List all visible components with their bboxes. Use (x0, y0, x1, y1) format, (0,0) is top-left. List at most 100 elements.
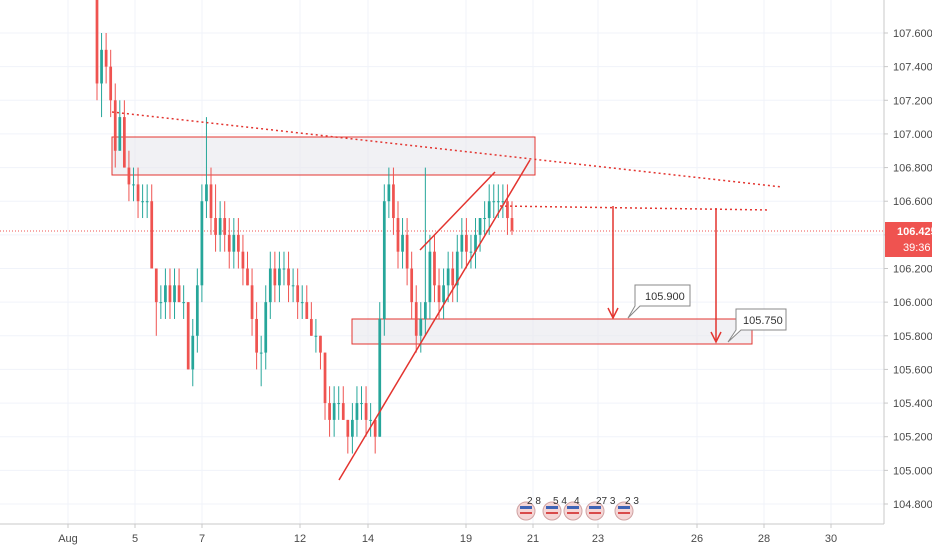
candle-body (437, 285, 441, 303)
event-badge-label: 2 8 (527, 496, 541, 507)
candle (182, 285, 186, 319)
candle (205, 117, 208, 219)
candle-body (319, 335, 322, 353)
candle-body (433, 251, 436, 286)
x-tick-label: 7 (199, 533, 205, 545)
candle (428, 234, 432, 319)
flag-stripe (567, 512, 579, 514)
candle (209, 167, 213, 235)
candle (186, 302, 190, 370)
candle (122, 100, 126, 168)
candle-body (182, 302, 186, 304)
candle-body (469, 251, 473, 253)
x-tick-label: 5 (132, 533, 138, 545)
candle (351, 403, 354, 454)
candle (168, 268, 172, 319)
flag-stripe (546, 506, 558, 509)
candle (423, 167, 427, 336)
candle (378, 302, 382, 437)
event-badge[interactable]: 4 (563, 496, 583, 521)
candle-body (195, 285, 199, 336)
candle-body (241, 251, 245, 269)
candle-body (369, 419, 372, 421)
candle-body (346, 419, 350, 437)
flag-stripe (567, 506, 579, 509)
candle-body (351, 419, 354, 437)
candle (287, 251, 290, 303)
candle (141, 184, 144, 219)
candle-body (460, 234, 464, 252)
candle-body (127, 167, 131, 185)
event-badge[interactable]: 5 4 (542, 496, 567, 521)
candle-body (291, 285, 295, 287)
candle (264, 285, 268, 370)
candle-body (255, 318, 258, 353)
candle (492, 184, 496, 219)
plot-area[interactable] (0, 0, 884, 524)
candle (291, 268, 295, 303)
candle (328, 386, 331, 437)
candle-body (309, 318, 313, 336)
y-tick-label: 105.800 (893, 331, 932, 343)
flag-stripe (589, 506, 601, 509)
candle-body (214, 218, 217, 235)
event-badge[interactable]: 2 8 (516, 496, 541, 521)
candle (309, 302, 313, 336)
candle-body (227, 234, 231, 252)
candle (282, 251, 286, 286)
candle-body (378, 318, 382, 437)
candle (405, 218, 409, 286)
target-label-1: 105.900 (645, 291, 685, 303)
candle (154, 268, 158, 336)
candle-body (364, 403, 368, 420)
candle-body (487, 201, 491, 219)
candle-body (446, 268, 450, 286)
candle (437, 268, 441, 319)
candle (191, 318, 195, 387)
candle (300, 285, 304, 319)
candle (460, 218, 464, 269)
candle-body (246, 268, 249, 286)
candle-body (100, 49, 103, 84)
candle-body (268, 268, 272, 303)
event-badge[interactable]: 2 3 (614, 496, 639, 521)
candle-body (360, 403, 363, 405)
candle (373, 419, 377, 454)
candle (341, 386, 345, 420)
candle-body (337, 403, 341, 405)
candle-body (168, 285, 172, 303)
candle-body (396, 218, 400, 252)
event-badge[interactable]: 27 3 (585, 496, 616, 521)
flag-stripe (618, 512, 630, 514)
candle (346, 419, 350, 454)
candle-body (205, 184, 208, 202)
candle-body (150, 201, 154, 269)
candle-body (113, 100, 117, 151)
candle-body (250, 285, 254, 319)
candle (433, 234, 436, 303)
candle-body (401, 234, 404, 252)
target-callout-1[interactable]: 105.900 (627, 284, 691, 319)
price-axis[interactable] (884, 0, 932, 524)
economic-event-badges[interactable]: 2 8 5 4 4 27 3 2 3 (516, 496, 639, 521)
candle (232, 218, 236, 269)
candle (118, 100, 122, 151)
candle-body (278, 268, 281, 286)
descending-trendline (111, 111, 783, 188)
channel-upper-line (419, 171, 496, 251)
candle (474, 218, 477, 269)
candles (95, 0, 514, 454)
candle (273, 251, 277, 303)
y-tick-label: 107.200 (893, 95, 932, 107)
target-callout-2[interactable]: 105.750 (727, 308, 787, 343)
time-axis[interactable] (0, 524, 932, 550)
price-axis-ticks: 107.600 107.400 107.200 107.000 106.800 106.6… (884, 28, 932, 511)
candle (483, 201, 487, 235)
candle-body (414, 302, 418, 336)
candle (305, 285, 309, 319)
x-tick-label: 23 (592, 533, 604, 545)
x-tick-label: 26 (691, 533, 703, 545)
candle (446, 251, 450, 303)
candle-body (237, 234, 240, 252)
